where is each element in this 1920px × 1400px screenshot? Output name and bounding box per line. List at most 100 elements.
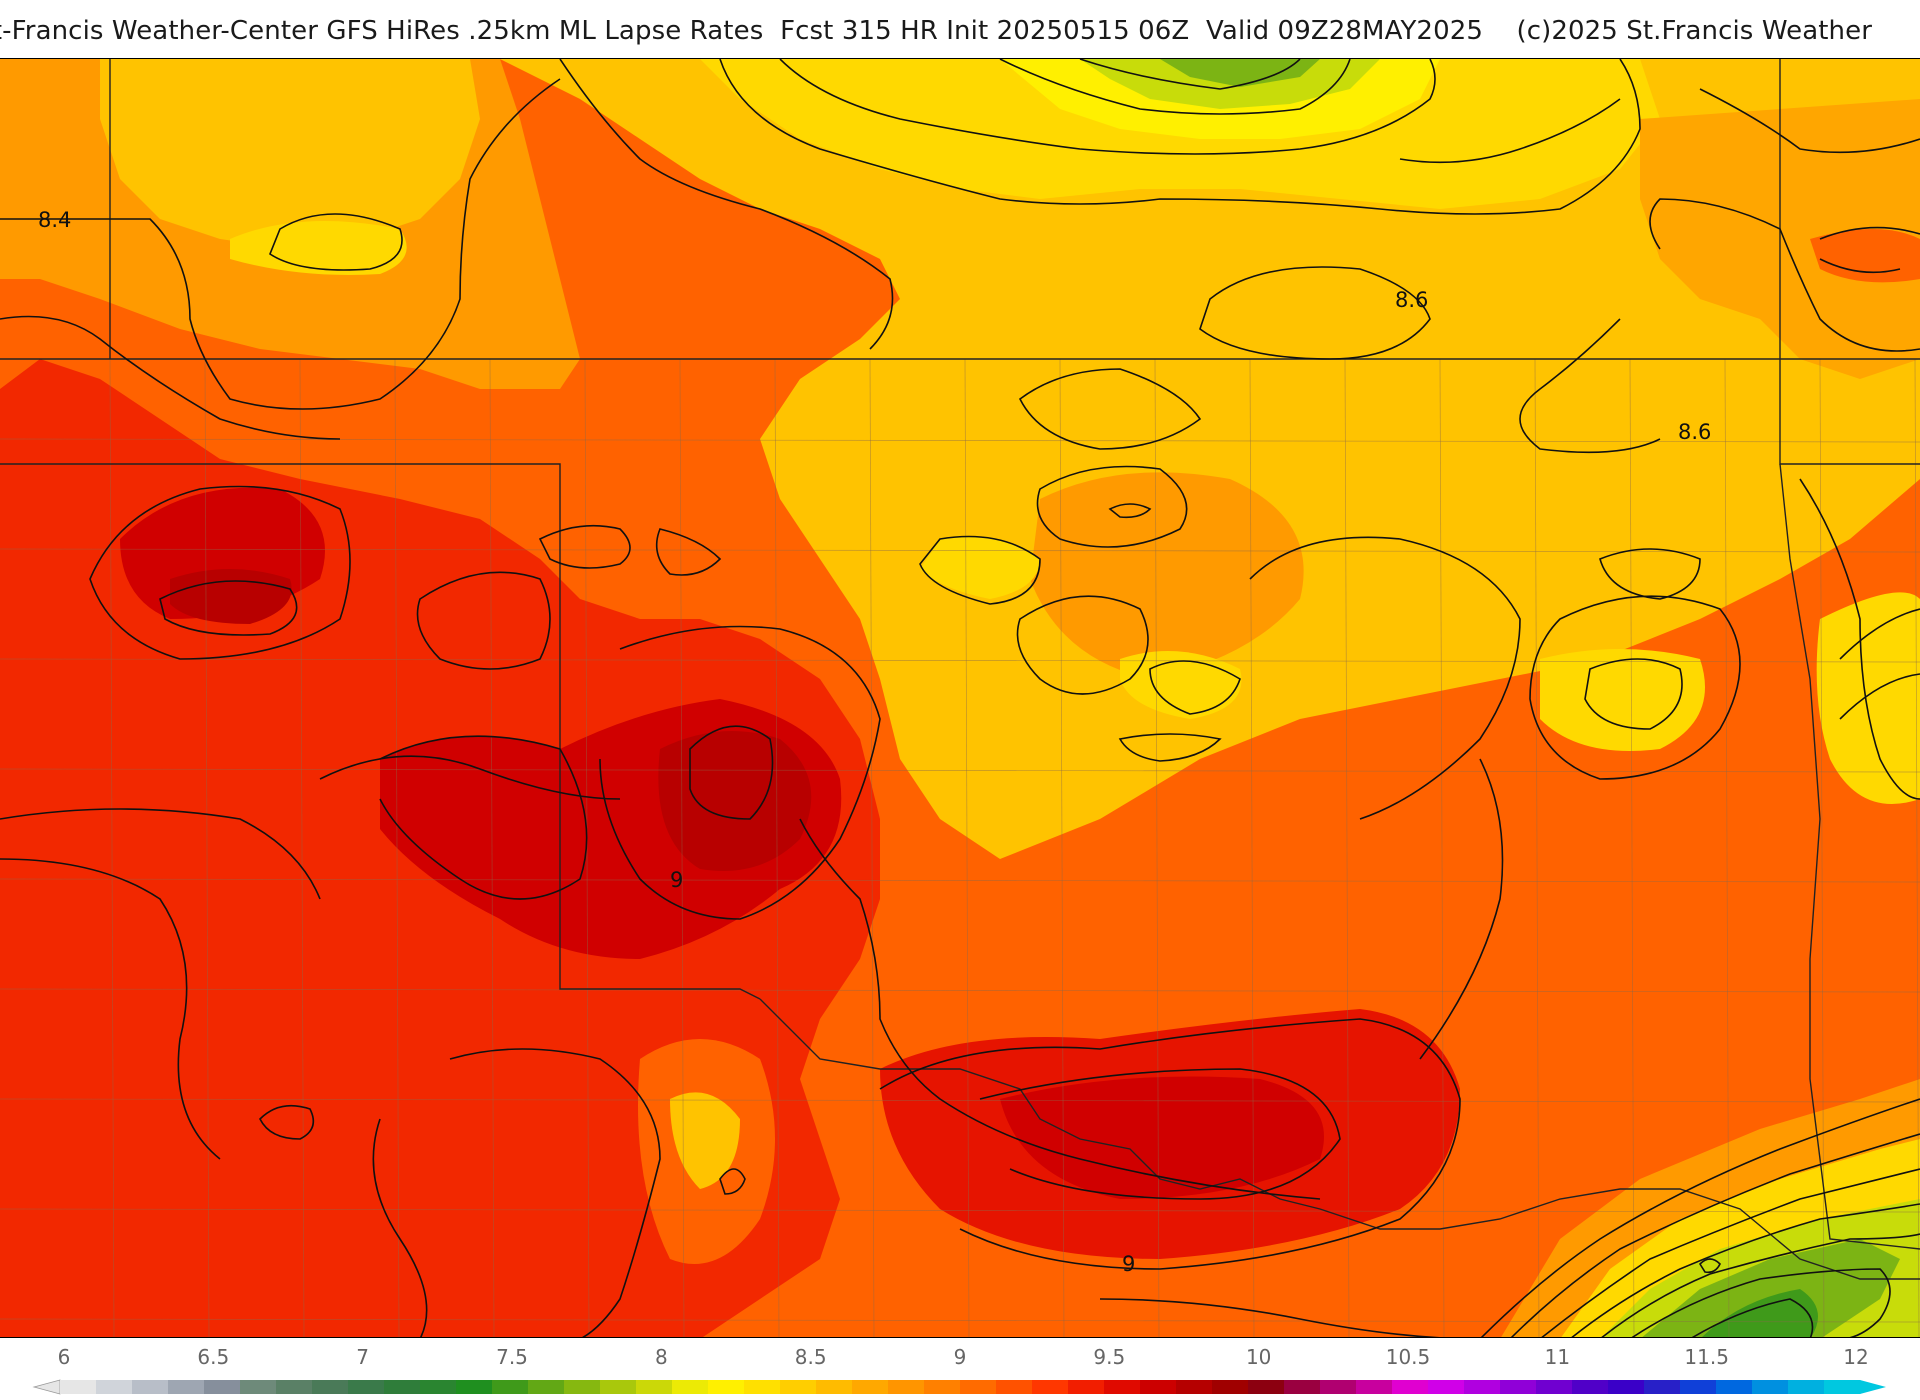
region-north-dark-green [1160, 59, 1320, 87]
region-east-yellow [1540, 649, 1705, 751]
region-southeast-dark-green [1702, 1289, 1818, 1337]
legend-swatch [924, 1380, 961, 1394]
region-northwest-yellow [100, 59, 480, 249]
county-line [299, 358, 305, 1337]
county-line [1249, 358, 1255, 1337]
legend-swatch [1788, 1380, 1825, 1394]
county-line [0, 1208, 1920, 1213]
legend-swatch [1680, 1380, 1717, 1394]
page-title: St-Francis Weather-Center GFS HiRes .25k… [0, 16, 1872, 46]
legend-swatch [276, 1380, 313, 1394]
legend-color-bar [32, 1379, 1886, 1395]
legend-swatch [1248, 1380, 1285, 1394]
legend-swatch [1212, 1380, 1249, 1394]
county-line [1059, 358, 1065, 1337]
county-line [0, 768, 1920, 773]
legend-tick-label: 6 [58, 1345, 71, 1369]
county-line [0, 438, 1920, 443]
legend-swatch [96, 1380, 133, 1394]
legend-swatch [528, 1380, 565, 1394]
county-lines [0, 358, 1920, 1337]
legend-swatch [1716, 1380, 1753, 1394]
legend-swatch [600, 1380, 637, 1394]
legend-swatch [1428, 1380, 1465, 1394]
county-line [394, 358, 400, 1337]
county-line [1344, 358, 1350, 1337]
legend-swatch [1824, 1380, 1861, 1394]
county-line [1439, 358, 1445, 1337]
contour-label-9-b: 9 [1122, 1252, 1135, 1276]
legend-swatch [780, 1380, 817, 1394]
legend-swatch [420, 1380, 457, 1394]
state-border-mid [0, 463, 761, 1000]
county-line [109, 358, 115, 1337]
legend-swatch [1392, 1380, 1429, 1394]
legend-arrow-left [32, 1379, 61, 1395]
legend-swatch [1320, 1380, 1357, 1394]
legend-swatch [384, 1380, 421, 1394]
region-central-east-yellow-1 [920, 536, 1040, 599]
county-line [0, 548, 1920, 553]
legend-swatch [744, 1380, 781, 1394]
legend-arrow-right [1860, 1380, 1886, 1394]
color-legend: 6 6.5 7 7.5 8 8.5 9 9.5 10 10.5 11 11.5 12 [0, 1338, 1920, 1400]
legend-swatch [1104, 1380, 1141, 1394]
legend-swatch [1572, 1380, 1609, 1394]
legend-swatch [708, 1380, 745, 1394]
region-far-east-yellow [1816, 592, 1920, 804]
county-line [489, 358, 495, 1337]
legend-swatch [60, 1380, 97, 1394]
county-line [1629, 358, 1635, 1337]
legend-swatch [1608, 1380, 1645, 1394]
legend-tick-label: 6.5 [197, 1345, 229, 1369]
county-line [0, 878, 1920, 883]
legend-tick-label: 12 [1843, 1345, 1868, 1369]
lapse-rate-map: 8.4 8.6 8.6 9 9 [0, 59, 1920, 1337]
title-bar: St-Francis Weather-Center GFS HiRes .25k… [0, 0, 1920, 58]
legend-swatch [1356, 1380, 1393, 1394]
legend-tick-label: 7 [356, 1345, 369, 1369]
contour-lines [0, 59, 1920, 1337]
region-east-red-pocket [1810, 229, 1920, 283]
legend-swatch [1536, 1380, 1573, 1394]
legend-swatch [888, 1380, 925, 1394]
legend-tick-label: 8.5 [795, 1345, 827, 1369]
legend-tick-label: 11 [1545, 1345, 1570, 1369]
legend-swatch [1140, 1380, 1177, 1394]
legend-swatch [564, 1380, 601, 1394]
legend-swatch [1500, 1380, 1537, 1394]
contour-label-9-a: 9 [670, 868, 683, 892]
region-southeast-green [1642, 1239, 1900, 1337]
legend-tick-label: 7.5 [496, 1345, 528, 1369]
legend-swatch [1752, 1380, 1789, 1394]
legend-swatch [456, 1380, 493, 1394]
legend-swatch [204, 1380, 241, 1394]
legend-swatch [132, 1380, 169, 1394]
region-central-east-orange [1030, 472, 1304, 679]
legend-swatch [1068, 1380, 1105, 1394]
legend-swatch [312, 1380, 349, 1394]
legend-tick-label: 9 [954, 1345, 967, 1369]
county-line [1534, 358, 1540, 1337]
legend-svg: 6 6.5 7 7.5 8 8.5 9 9.5 10 10.5 11 11.5 12 [32, 1345, 1886, 1395]
legend-swatch [1464, 1380, 1501, 1394]
legend-tick-labels: 6 6.5 7 7.5 8 8.5 9 9.5 10 10.5 11 11.5 12 [58, 1345, 1869, 1369]
state-border-east-lower [1779, 463, 1920, 1250]
county-line [869, 358, 875, 1337]
region-southwest-yellow [670, 1092, 740, 1189]
county-line [679, 358, 685, 1337]
county-line [1724, 358, 1730, 1337]
county-line [964, 358, 970, 1337]
county-line [0, 1098, 1920, 1103]
legend-swatch [492, 1380, 529, 1394]
map-panel: 8.4 8.6 8.6 9 9 [0, 58, 1920, 1338]
county-line [204, 358, 210, 1337]
legend-swatch [816, 1380, 853, 1394]
county-line [0, 988, 1920, 993]
legend-swatch [168, 1380, 205, 1394]
legend-tick-label: 8 [655, 1345, 668, 1369]
legend-swatch [852, 1380, 889, 1394]
region-south-dark-red [1000, 1076, 1324, 1199]
region-northwest-yellow-core [230, 221, 407, 275]
county-line [1819, 358, 1825, 1337]
